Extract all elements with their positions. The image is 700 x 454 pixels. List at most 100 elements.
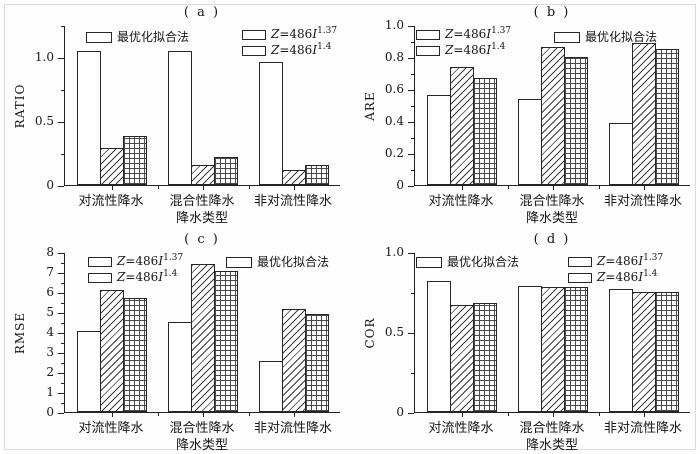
x-tick: [203, 413, 204, 417]
legend-label-part: Z: [271, 43, 280, 57]
legend-label: Z=486I1.4: [271, 42, 332, 57]
y-tick-label: 4: [46, 325, 54, 339]
y-tick: [58, 392, 64, 394]
legend-label-part: Z: [117, 254, 126, 268]
legend-label-part: =486: [279, 43, 313, 57]
y-tick: [408, 185, 414, 187]
legend-label-exponent: 1.37: [163, 253, 184, 263]
bar-optimized: [609, 123, 633, 185]
y-minor-tick: [411, 137, 414, 139]
legend-label-part: I: [486, 27, 492, 41]
legend-optimized: 最优化拟合法: [554, 31, 657, 44]
legend-label: Z=486I1.4: [597, 270, 657, 284]
legend-label-part: =486: [605, 270, 639, 284]
y-tick-label: 1.0: [384, 18, 404, 32]
bar-zr14: [123, 136, 147, 185]
x-tick: [112, 186, 113, 190]
category-label: 混合性降水: [169, 421, 235, 436]
x-boundary-tick: [248, 413, 250, 416]
bar-zr137: [191, 165, 215, 185]
bar-zr14: [564, 287, 588, 412]
y-tick-label: 0.2: [384, 146, 404, 160]
legend-label-exponent: 1.4: [491, 42, 506, 52]
x-axis-label: 降水类型: [175, 438, 228, 453]
plot-area: [58, 252, 340, 417]
y-tick: [58, 412, 64, 414]
legend-label: 最优化拟合法: [585, 30, 658, 44]
category-label: 混合性降水: [519, 194, 585, 209]
y-tick: [408, 89, 414, 91]
bar-zr137: [632, 292, 656, 412]
y-tick-label: 0.8: [384, 50, 404, 64]
bar-optimized: [427, 281, 451, 412]
x-boundary-tick: [248, 186, 250, 189]
y-minor-tick: [411, 41, 414, 43]
legend-label-part: I: [158, 254, 164, 268]
x-tick: [553, 413, 554, 417]
category-label: 非对流性降水: [253, 421, 332, 436]
bar-optimized: [77, 331, 101, 412]
x-tick: [294, 186, 295, 190]
category-label: 非对流性降水: [603, 421, 682, 436]
y-tick-label: 2: [46, 365, 54, 379]
legend-zr137: Z=486I1.37: [416, 27, 511, 41]
bar-optimized: [168, 51, 192, 185]
y-minor-tick: [61, 362, 64, 364]
x-boundary-tick: [507, 186, 509, 189]
legend-label-part: I: [158, 270, 164, 284]
panel-title: ( a ): [183, 5, 221, 20]
bar-optimized: [427, 95, 451, 185]
y-tick: [58, 352, 64, 354]
y-minor-tick: [61, 262, 64, 264]
bar-zr14: [655, 49, 679, 185]
bar-zr14: [214, 271, 238, 412]
legend-label-part: Z: [445, 27, 454, 41]
y-tick-label: 3: [46, 345, 54, 359]
x-tick: [553, 186, 554, 190]
y-minor-tick: [61, 382, 64, 384]
x-tick: [644, 186, 645, 190]
y-tick: [58, 272, 64, 274]
y-tick-label: 6: [46, 285, 54, 299]
legend-label-part: =486: [453, 43, 487, 57]
legend-zr14: Z=486I1.4: [568, 270, 657, 284]
x-boundary-tick: [157, 186, 159, 189]
x-tick: [462, 413, 463, 417]
legend-label-part: Z: [117, 270, 126, 284]
bar-optimized: [518, 286, 542, 412]
y-tick-label: 1.0: [384, 245, 404, 259]
legend-swatch-optimized: [554, 32, 580, 43]
legend-swatch-zr14: [242, 45, 266, 56]
bar-zr137: [541, 287, 565, 412]
y-tick: [408, 412, 414, 414]
legend-label-part: I: [486, 43, 492, 57]
legend-swatch-zr14: [88, 272, 112, 283]
bar-zr14: [123, 298, 147, 412]
y-tick: [58, 185, 64, 187]
legend-label-exponent: 1.4: [317, 42, 332, 52]
category-label: 混合性降水: [519, 421, 585, 436]
y-tick: [58, 312, 64, 314]
y-tick: [58, 57, 64, 59]
legend-label: 最优化拟合法: [257, 255, 330, 269]
legend-swatch-zr137: [568, 256, 592, 267]
bar-zr137: [632, 43, 656, 185]
x-tick: [644, 413, 645, 417]
bar-optimized: [609, 289, 633, 412]
bar-zr14: [473, 303, 497, 412]
legend-label-part: I: [638, 270, 644, 284]
category-label: 混合性降水: [169, 194, 235, 209]
legend-zr137: Z=486I1.37: [242, 27, 337, 41]
legend-swatch-zr14: [416, 45, 440, 56]
y-tick-label: 0.6: [384, 82, 404, 96]
x-axis-label: 降水类型: [175, 211, 228, 226]
bar-optimized: [168, 322, 192, 412]
legend-zr14: Z=486I1.4: [242, 42, 332, 57]
y-tick: [408, 57, 414, 59]
legend-label: Z=486I1.4: [445, 42, 506, 57]
panel-c: ( c ) RMSE 0 1 2 3 4 5 6 7 8 对流性降水 混合性降水 非对流性降水 降水类型 Z=…: [0, 227, 350, 454]
y-minor-tick: [61, 282, 64, 284]
bar-optimized: [518, 99, 542, 185]
x-tick: [294, 413, 295, 417]
